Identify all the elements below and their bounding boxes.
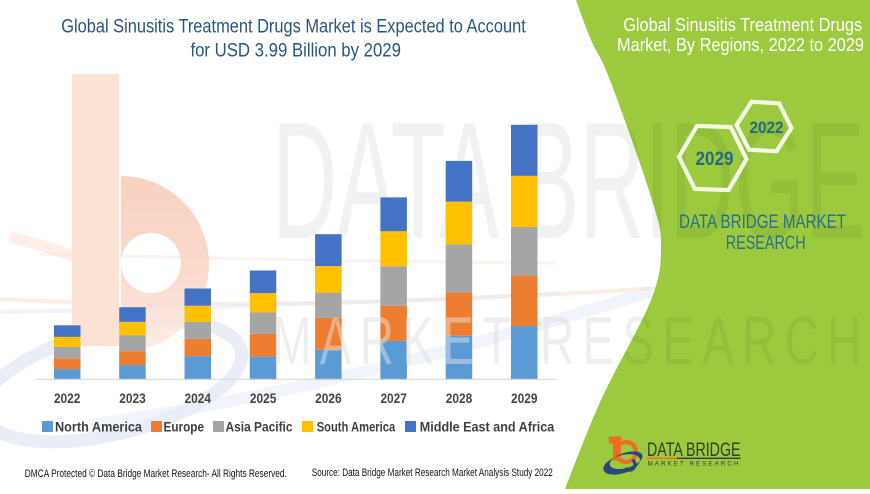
svg-text:RESEARCH: RESEARCH — [726, 233, 806, 254]
svg-text:MARKET RESEARCH: MARKET RESEARCH — [272, 304, 870, 379]
svg-text:2029: 2029 — [696, 149, 734, 170]
svg-text:MARKET RESEARCH: MARKET RESEARCH — [648, 462, 741, 468]
svg-text:2023: 2023 — [119, 391, 146, 406]
svg-text:MARKET RESEARCH: MARKET RESEARCH — [272, 304, 870, 379]
svg-text:for USD 3.99 Billion by 2029: for USD 3.99 Billion by 2029 — [190, 41, 401, 62]
svg-text:2029: 2029 — [511, 391, 538, 406]
svg-text:2028: 2028 — [446, 391, 473, 406]
svg-text:2022: 2022 — [750, 118, 784, 137]
svg-text:DATA BRIDGE: DATA BRIDGE — [272, 89, 865, 274]
svg-text:2024: 2024 — [185, 391, 212, 406]
svg-text:DATA BRIDGE MARKET: DATA BRIDGE MARKET — [679, 212, 846, 233]
svg-text:Asia Pacific: Asia Pacific — [226, 419, 293, 435]
svg-text:South America: South America — [317, 419, 396, 435]
svg-text:Global Sinusitis Treatment Dru: Global Sinusitis Treatment Drugs Market … — [61, 17, 526, 38]
svg-text:2027: 2027 — [380, 391, 407, 406]
svg-text:DMCA Protected © Data Bridge M: DMCA Protected © Data Bridge Market Rese… — [25, 468, 287, 480]
svg-text:Global Sinusitis Treatment Dru: Global Sinusitis Treatment Drugs — [623, 15, 862, 35]
svg-text:2022: 2022 — [54, 391, 81, 406]
svg-text:North America: North America — [55, 419, 142, 435]
svg-text:Source: Data Bridge Market Res: Source: Data Bridge Market Research Mark… — [312, 467, 553, 479]
svg-text:Market, By Regions, 2022 to 20: Market, By Regions, 2022 to 2029 — [617, 35, 864, 55]
svg-text:DATA BRIDGE: DATA BRIDGE — [647, 440, 741, 461]
svg-text:Middle East and Africa: Middle East and Africa — [420, 419, 555, 435]
svg-text:2025: 2025 — [250, 391, 277, 406]
svg-text:2026: 2026 — [315, 391, 342, 406]
svg-text:Europe: Europe — [164, 419, 205, 435]
